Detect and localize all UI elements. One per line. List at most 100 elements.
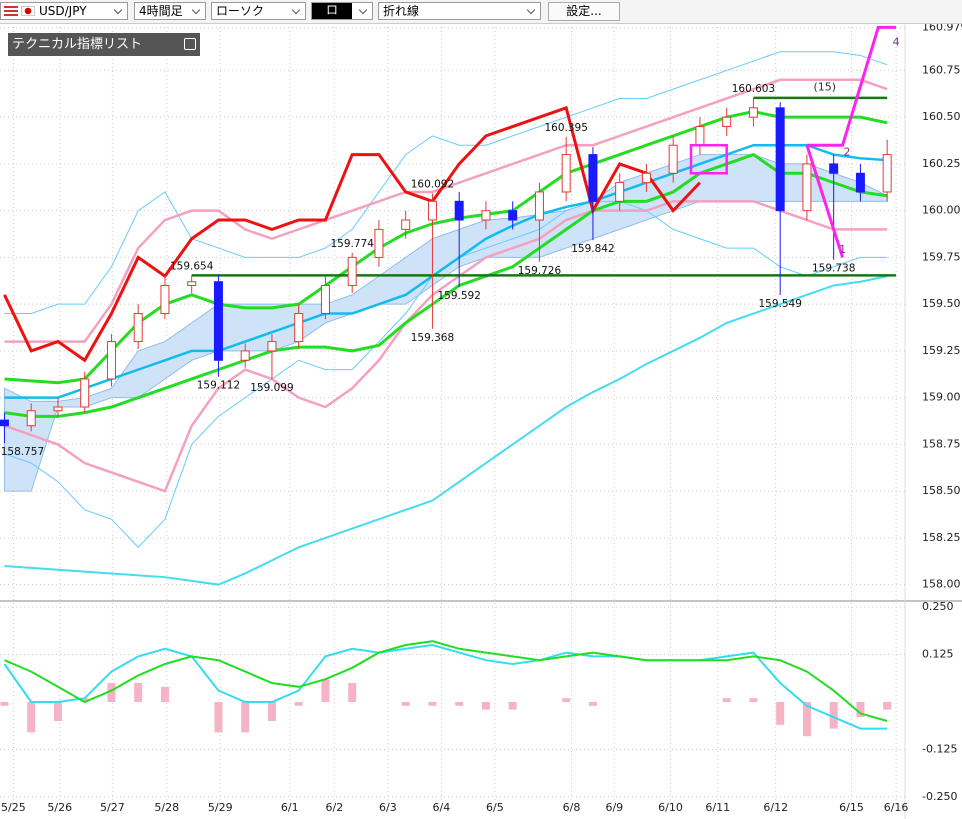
indicator-line (4, 152, 888, 418)
y-tick-label: 0.250 (922, 600, 954, 613)
y-tick-label: -0.250 (922, 790, 957, 803)
histogram-bar (241, 702, 250, 733)
price-annotation: 158.757 (1, 446, 44, 458)
candle-body (534, 191, 544, 221)
jp-flag (21, 6, 35, 16)
histogram-bar (722, 698, 731, 702)
candle-body (0, 419, 9, 427)
histogram-bar (294, 702, 303, 706)
histogram-bar (107, 683, 116, 702)
settings-button[interactable]: 設定... (548, 2, 620, 21)
price-annotation: 159.099 (250, 382, 293, 394)
histogram-bar (80, 698, 89, 702)
indicator-line (3, 105, 702, 363)
candle-body (401, 219, 411, 230)
x-tick-label: 6/15 (839, 801, 864, 814)
histogram-bar (856, 702, 865, 718)
candle-body (26, 410, 36, 427)
candle-body (427, 200, 437, 221)
candle-body (187, 281, 197, 286)
histogram-bar (348, 683, 357, 702)
line-color: ロ (312, 3, 352, 19)
x-tick-label: 6/12 (763, 801, 788, 814)
candle-body (855, 172, 865, 193)
histogram-bar (508, 702, 517, 710)
x-tick-label: 6/11 (705, 801, 730, 814)
y-tick-label: 159.50 (922, 297, 961, 310)
oscillator-line (3, 643, 888, 730)
histogram-bar (883, 702, 892, 710)
histogram-bar (455, 702, 464, 706)
candle-body (882, 154, 892, 193)
y-tick-label: -0.125 (922, 743, 957, 756)
y-tick-label: 159.00 (922, 391, 961, 404)
price-annotation: 159.654 (170, 260, 214, 272)
candle-body (615, 182, 625, 202)
histogram-bar (428, 702, 437, 706)
candle-body (53, 406, 63, 412)
oscillator-line (4, 640, 888, 722)
color-select[interactable]: ロ (311, 2, 373, 20)
x-tick-label: 5/25 (1, 801, 26, 814)
trend-drawing (805, 144, 845, 258)
histogram-bar (160, 686, 169, 702)
indicator-line (4, 110, 888, 385)
x-tick-label: 5/27 (100, 801, 125, 814)
candle-body (829, 163, 839, 174)
candle-body (133, 313, 143, 343)
price-annotation: 159.842 (571, 243, 614, 255)
indicator-list[interactable]: テクニカル指標リスト (8, 33, 200, 56)
candle-body (695, 126, 705, 146)
tool-select[interactable]: 折れ線 (378, 2, 541, 20)
candle-body (80, 378, 90, 408)
indicator-line (4, 143, 888, 399)
candle-body (267, 341, 277, 352)
drawing-label: 1 (839, 243, 846, 256)
histogram-bar (562, 698, 571, 702)
x-tick-label: 6/1 (281, 801, 299, 814)
candle-body (374, 228, 384, 258)
pair-select[interactable]: USD/JPY (0, 2, 128, 20)
y-tick-label: 158.00 (922, 578, 961, 591)
timeframe: 4時間足 (139, 4, 183, 18)
candle-body (481, 210, 491, 221)
histogram-bar (27, 702, 36, 733)
drawing-label: 2 (844, 146, 851, 159)
drawing-label: (15) (813, 80, 836, 93)
histogram-bar (749, 698, 758, 702)
candle-body (106, 341, 116, 380)
candle-body (668, 144, 678, 174)
timeframe-select[interactable]: 4時間足 (134, 2, 206, 20)
style-select[interactable]: ローソク (211, 2, 306, 20)
trend-drawing (806, 25, 897, 147)
candle-body (508, 210, 518, 221)
indicator-list-title: テクニカル指標リスト (12, 37, 143, 52)
y-tick-label: 160.50 (922, 110, 961, 123)
histogram-bar (776, 702, 785, 725)
candle-body (588, 154, 598, 202)
price-annotation: 159.738 (812, 263, 855, 275)
price-annotation: 159.592 (437, 290, 480, 302)
y-tick-label: 0.125 (922, 648, 954, 661)
indicator-line (4, 275, 888, 586)
drawing-label: 4 (893, 35, 900, 48)
candle-body (347, 256, 357, 286)
expand-icon (184, 38, 196, 50)
y-tick-label: 158.25 (922, 531, 961, 544)
y-tick-label: 158.75 (922, 437, 961, 450)
candle-body (802, 163, 812, 212)
price-annotation: 159.368 (411, 332, 454, 344)
y-tick-label: 158.50 (922, 484, 961, 497)
candle-body (722, 116, 732, 128)
x-tick-label: 5/28 (154, 801, 179, 814)
histogram-bar (267, 702, 276, 721)
price-annotation: 160.395 (544, 122, 587, 134)
candle-body (454, 200, 464, 221)
indicator-line (4, 51, 888, 315)
plot-background (0, 23, 905, 603)
histogram-bar (321, 679, 330, 702)
histogram-bar (829, 702, 838, 729)
y-tick-label: 159.25 (922, 344, 961, 357)
price-annotation: 159.112 (197, 380, 240, 392)
